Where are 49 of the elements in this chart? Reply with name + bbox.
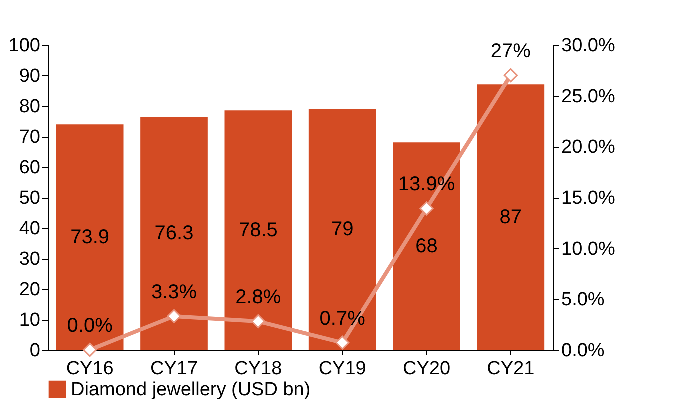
y-tick-label: 20 <box>19 280 40 300</box>
y-tick-label: 80 <box>19 96 40 118</box>
point <box>420 202 434 216</box>
point <box>251 314 266 329</box>
bar <box>477 84 545 350</box>
y-tick-label: 0 <box>30 340 40 362</box>
x-tick-label: CY18 <box>234 358 282 380</box>
y-tick-label: 50 <box>19 188 40 209</box>
x-tick-label: CY21 <box>487 358 535 380</box>
y2-tick-label: 20.0% <box>562 137 616 158</box>
y-tick-label: 90 <box>19 66 40 87</box>
bar <box>140 117 208 350</box>
y-tick-label: 10 <box>19 310 40 331</box>
data-label: 76.3 <box>154 222 194 245</box>
point <box>167 309 182 324</box>
y-tick-label: 30 <box>19 249 40 270</box>
data-label: 3.3% <box>151 281 198 304</box>
bar <box>308 109 376 350</box>
y2-tick-label: 10.0% <box>562 238 616 260</box>
data-label: 73.9 <box>70 226 110 248</box>
data-label: 87 <box>500 206 522 228</box>
y2-tick-label: 0.0% <box>562 340 605 362</box>
data-label: 0.0% <box>67 315 114 337</box>
data-label: 78.5 <box>238 219 278 242</box>
data-label: 27% <box>490 40 532 62</box>
y-tick-label: 40 <box>19 218 40 240</box>
y2-tick-label: 25.0% <box>562 86 616 108</box>
bar <box>393 142 460 350</box>
point <box>504 68 518 83</box>
x-tick-label: CY16 <box>66 358 114 380</box>
y2-tick-label: 5.0% <box>562 290 605 311</box>
data-label: 79 <box>331 218 354 241</box>
bar <box>224 110 292 350</box>
data-label: 0.7% <box>320 308 366 330</box>
y-tick-label: 70 <box>19 127 40 148</box>
x-tick-label: CY19 <box>318 358 366 380</box>
x-tick-label: CY17 <box>150 358 198 380</box>
data-label: 2.8% <box>236 286 282 309</box>
point <box>336 336 350 350</box>
x-tick-label: CY20 <box>402 358 451 380</box>
point <box>83 342 98 358</box>
bar <box>56 124 124 350</box>
y2-tick-label: 15.0% <box>562 188 616 209</box>
y-tick-label: 60 <box>19 158 40 178</box>
data-label: 13.9% <box>398 174 456 196</box>
y2-tick-label: 30.0% <box>562 36 616 56</box>
y-tick-label: 100 <box>8 36 40 56</box>
legend-label: Diamond jewellery (USD bn) <box>71 380 311 400</box>
data-label: 68 <box>416 235 438 258</box>
